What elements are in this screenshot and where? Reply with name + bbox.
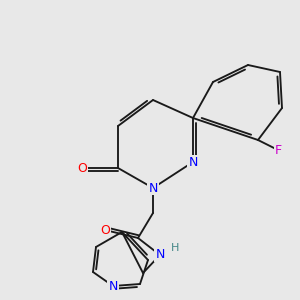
Text: N: N: [188, 155, 198, 169]
Text: N: N: [155, 248, 165, 262]
Text: O: O: [77, 161, 87, 175]
Text: H: H: [171, 243, 179, 253]
Text: N: N: [108, 280, 118, 292]
Text: N: N: [148, 182, 158, 194]
Text: F: F: [274, 143, 282, 157]
Text: O: O: [100, 224, 110, 236]
